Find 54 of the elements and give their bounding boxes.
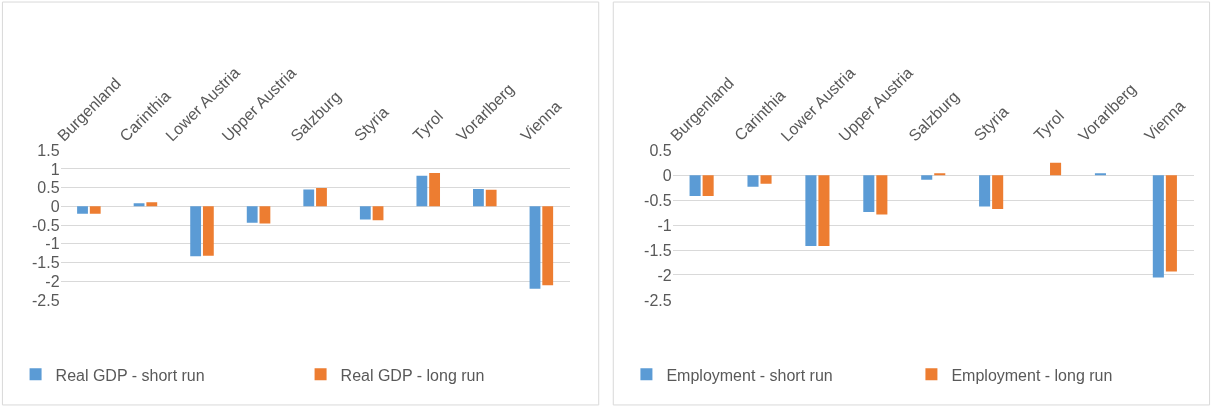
bar xyxy=(1152,175,1164,278)
bar xyxy=(934,173,946,176)
bar xyxy=(485,189,497,207)
y-tick-label: -1.5 xyxy=(32,254,60,272)
bar xyxy=(429,173,441,207)
bar xyxy=(1050,162,1062,176)
legend-label: Employment - short run xyxy=(666,366,833,384)
bar xyxy=(202,206,214,256)
y-tick-label: 1 xyxy=(50,160,60,178)
bar xyxy=(1094,173,1106,176)
bar xyxy=(747,175,759,187)
legend-label: Real GDP - short run xyxy=(55,366,205,384)
y-tick-label: 0.5 xyxy=(649,141,672,159)
bar xyxy=(876,175,888,215)
bar xyxy=(133,203,145,207)
bar xyxy=(316,188,327,207)
bar xyxy=(1165,175,1177,272)
bar xyxy=(702,175,714,197)
bar xyxy=(529,206,541,289)
y-tick-label: -2.5 xyxy=(32,291,60,309)
y-tick-label: 1.5 xyxy=(37,141,60,159)
bar xyxy=(805,175,817,247)
bar xyxy=(542,206,554,286)
bar xyxy=(992,175,1004,210)
y-tick-label: -0.5 xyxy=(644,191,672,209)
bar xyxy=(190,206,202,257)
bar xyxy=(689,175,701,197)
bar xyxy=(921,175,933,180)
bar xyxy=(89,206,101,214)
bar xyxy=(760,175,772,184)
y-tick-label: -0.5 xyxy=(32,216,60,234)
bar xyxy=(146,202,158,207)
bar xyxy=(359,206,371,220)
bar xyxy=(303,189,315,207)
y-tick-label: 0 xyxy=(662,166,672,184)
bar xyxy=(246,206,258,223)
y-tick-label: 0 xyxy=(50,197,60,215)
y-tick-label: -2 xyxy=(45,272,60,290)
bar xyxy=(863,175,875,213)
bar xyxy=(259,206,271,224)
y-tick-label: -1 xyxy=(657,216,672,234)
bar xyxy=(372,206,384,221)
y-tick-label: -2.5 xyxy=(644,291,672,309)
legend-label: Employment - long run xyxy=(951,366,1113,384)
legend-label: Real GDP - long run xyxy=(340,366,485,384)
y-tick-label: -1 xyxy=(45,235,60,253)
bar xyxy=(473,189,484,207)
bar xyxy=(77,206,88,214)
bar xyxy=(416,175,428,207)
bar xyxy=(818,175,830,247)
bar xyxy=(979,175,991,207)
y-tick-label: 0.5 xyxy=(37,179,60,197)
y-tick-label: -2 xyxy=(657,266,672,284)
y-tick-label: -1.5 xyxy=(644,241,672,259)
